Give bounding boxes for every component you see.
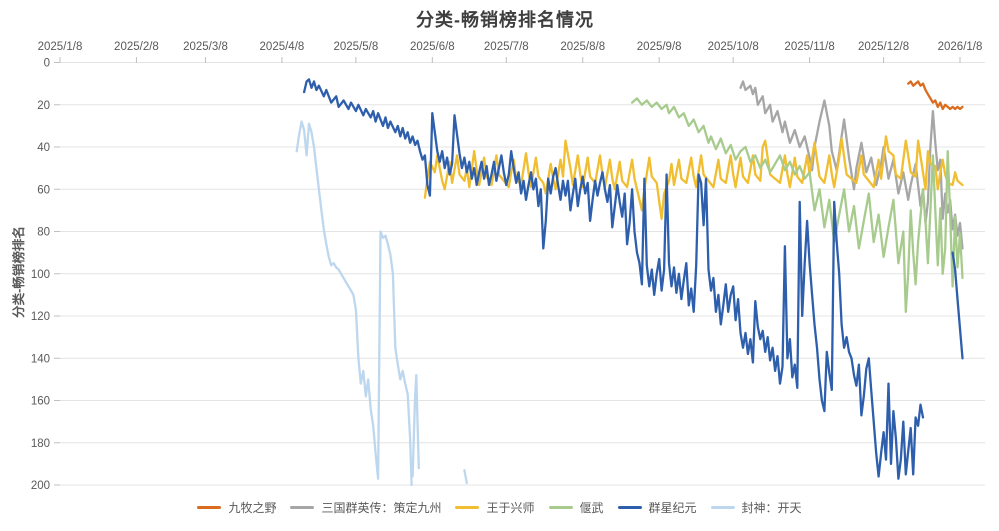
y-axis-tick-label: 80 bbox=[37, 227, 50, 239]
series-line-2[interactable] bbox=[423, 135, 964, 220]
x-axis-tick-label: 2025/6/8 bbox=[410, 41, 455, 53]
y-axis-tick-label: 100 bbox=[31, 269, 50, 281]
legend-item[interactable]: 王于兴师 bbox=[455, 499, 535, 516]
x-axis-tick-label: 2025/4/8 bbox=[260, 41, 305, 53]
x-axis-tick-label: 2025/2/8 bbox=[114, 41, 159, 53]
y-axis-tick-label: 40 bbox=[37, 142, 50, 154]
x-axis-tick-label: 2025/1/8 bbox=[38, 41, 83, 53]
legend-label: 九牧之野 bbox=[228, 501, 277, 515]
legend-swatch bbox=[197, 505, 222, 510]
y-axis-tick-label: 120 bbox=[31, 311, 50, 323]
x-axis-tick-label: 2025/11/8 bbox=[784, 41, 834, 53]
legend: 九牧之野 三国群英传：策定九州 王于兴师 偃武 群星纪元 封神：开天 bbox=[0, 499, 999, 516]
legend-item[interactable]: 群星纪元 bbox=[617, 499, 697, 516]
legend-swatch bbox=[617, 505, 642, 510]
legend-label: 群星纪元 bbox=[648, 501, 697, 515]
series-line-5[interactable] bbox=[411, 373, 420, 478]
y-axis-tick-label: 0 bbox=[44, 58, 50, 70]
legend-swatch bbox=[548, 505, 573, 510]
legend-swatch bbox=[455, 505, 480, 510]
legend-label: 偃武 bbox=[579, 501, 604, 515]
series-line-5[interactable] bbox=[295, 120, 413, 487]
series-line-0[interactable] bbox=[907, 80, 964, 111]
legend-item[interactable]: 封神：开天 bbox=[710, 499, 802, 516]
legend-item[interactable]: 三国群英传：策定九州 bbox=[290, 499, 441, 516]
x-axis-tick-label: 2025/7/8 bbox=[484, 41, 529, 53]
y-axis-tick-label: 60 bbox=[37, 184, 50, 196]
legend-swatch bbox=[710, 505, 735, 510]
x-axis-tick-label: 2026/1/8 bbox=[938, 41, 983, 53]
legend-item[interactable]: 九牧之野 bbox=[197, 499, 276, 516]
series-line-1[interactable] bbox=[739, 80, 964, 250]
legend-label: 三国群英传：策定九州 bbox=[321, 501, 442, 515]
x-axis-tick-label: 2025/12/8 bbox=[858, 41, 909, 53]
y-axis-tick-label: 20 bbox=[37, 100, 50, 112]
series-line-5[interactable] bbox=[463, 469, 468, 485]
y-axis-tick-label: 200 bbox=[31, 480, 50, 492]
x-axis-tick-label: 2025/9/8 bbox=[637, 41, 682, 53]
legend-item[interactable]: 偃武 bbox=[548, 499, 604, 516]
x-axis-tick-label: 2025/3/8 bbox=[183, 41, 228, 53]
x-axis-tick-label: 2025/5/8 bbox=[334, 41, 379, 53]
series-line-4[interactable] bbox=[302, 78, 925, 480]
y-axis-tick-label: 180 bbox=[31, 438, 50, 450]
x-axis-tick-label: 2025/8/8 bbox=[560, 41, 605, 53]
series-line-4[interactable] bbox=[951, 251, 964, 360]
chart-title: 分类-畅销榜排名情况 bbox=[416, 10, 594, 30]
y-axis-tick-label: 140 bbox=[31, 353, 50, 365]
legend-label: 封神：开天 bbox=[741, 501, 802, 515]
y-axis-tick-label: 160 bbox=[31, 396, 50, 408]
legend-swatch bbox=[290, 505, 315, 510]
x-axis-tick-label: 2025/10/8 bbox=[708, 41, 759, 53]
legend-label: 王于兴师 bbox=[486, 501, 535, 515]
series-line-3[interactable] bbox=[630, 97, 964, 313]
